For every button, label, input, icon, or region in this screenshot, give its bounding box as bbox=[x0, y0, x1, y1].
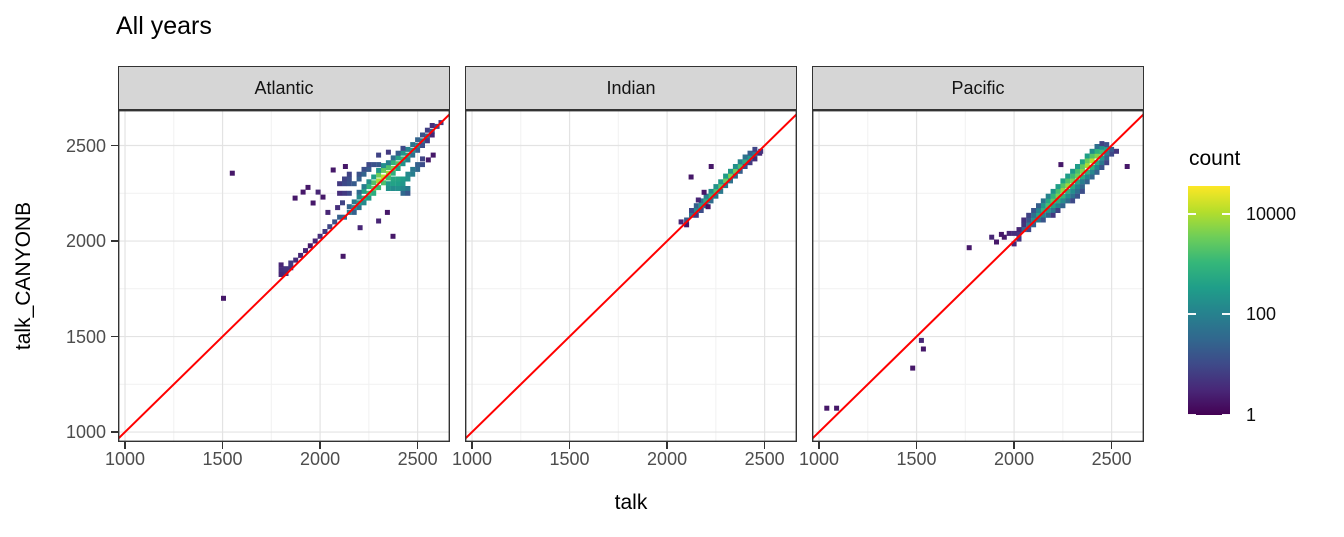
x-tick bbox=[221, 442, 224, 449]
x-tick bbox=[818, 442, 820, 449]
plot-title: All years bbox=[116, 12, 212, 40]
x-tick bbox=[568, 442, 571, 449]
x-tick-label: 1000 bbox=[798, 449, 840, 469]
facet-strip-indian: Indian bbox=[465, 66, 797, 110]
facet-strip-atlantic: Atlantic bbox=[118, 66, 450, 110]
x-tick-label: 2000 bbox=[994, 449, 1035, 469]
legend-title: count bbox=[1189, 147, 1241, 170]
legend-tick-label: 10000 bbox=[1246, 203, 1297, 224]
x-tick bbox=[1013, 442, 1015, 449]
x-tick-label: 1000 bbox=[104, 449, 146, 469]
y-axis-title: talk_CANYONB bbox=[12, 201, 35, 351]
x-tick-label: 1000 bbox=[451, 449, 493, 469]
legend-colorbar bbox=[1188, 186, 1230, 415]
legend-tick bbox=[1188, 313, 1196, 316]
y-tick bbox=[111, 240, 118, 242]
bin2d-layer-pacific bbox=[824, 141, 1130, 411]
identity-line bbox=[118, 113, 450, 440]
x-tick bbox=[1110, 442, 1113, 449]
y-tick bbox=[111, 431, 118, 433]
y-tick-label: 2000 bbox=[65, 231, 106, 252]
identity-line bbox=[465, 113, 797, 440]
panel-indian bbox=[465, 110, 797, 442]
y-tick-label: 2500 bbox=[65, 135, 106, 156]
legend-tick bbox=[1188, 414, 1196, 416]
y-tick bbox=[111, 335, 118, 338]
x-tick-label: 2500 bbox=[397, 449, 438, 469]
x-tick-label: 2500 bbox=[744, 449, 785, 469]
legend-tick-label: 100 bbox=[1246, 304, 1277, 325]
x-tick bbox=[416, 442, 419, 449]
legend-tick bbox=[1222, 414, 1230, 416]
facet-strip-pacific: Pacific bbox=[812, 66, 1144, 110]
bin2d-layer-indian bbox=[678, 146, 764, 228]
panel-atlantic bbox=[118, 110, 450, 442]
y-tick bbox=[111, 144, 118, 147]
x-tick bbox=[763, 442, 766, 449]
y-tick-label: 1500 bbox=[65, 326, 106, 347]
x-tick-label: 1500 bbox=[549, 449, 590, 469]
x-tick bbox=[666, 442, 668, 449]
legend-tick-label: 1 bbox=[1246, 405, 1257, 425]
legend-tick bbox=[1222, 212, 1230, 215]
x-tick-label: 1500 bbox=[896, 449, 937, 469]
x-tick bbox=[124, 442, 126, 449]
x-tick bbox=[915, 442, 918, 449]
identity-line bbox=[812, 113, 1144, 440]
x-tick bbox=[319, 442, 321, 449]
x-tick-label: 2000 bbox=[300, 449, 341, 469]
legend-tick bbox=[1222, 313, 1230, 316]
legend-tick bbox=[1188, 212, 1196, 215]
panel-pacific bbox=[812, 110, 1144, 442]
x-tick-label: 2000 bbox=[647, 449, 688, 469]
x-tick bbox=[471, 442, 473, 449]
y-tick-label: 1000 bbox=[65, 422, 106, 443]
x-tick-label: 1500 bbox=[202, 449, 243, 469]
x-axis-title: talk bbox=[614, 491, 648, 514]
x-tick-label: 2500 bbox=[1091, 449, 1132, 469]
